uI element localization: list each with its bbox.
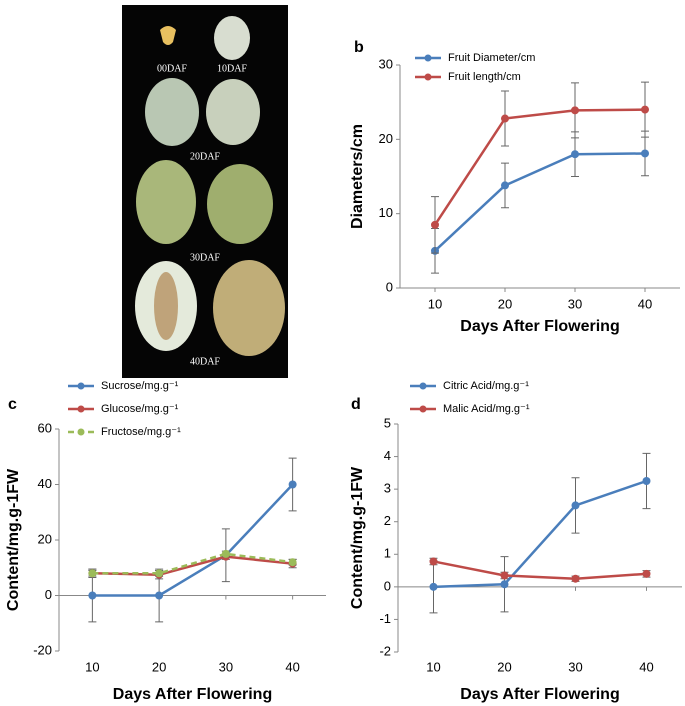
y-tick-label: 4	[384, 448, 391, 463]
x-tick-label: 30	[219, 659, 233, 674]
legend-label: Fructose/mg.g⁻¹	[101, 426, 181, 438]
series-line	[433, 560, 647, 580]
y-axis-title: Diameters/cm	[349, 124, 366, 229]
y-tick-label: 0	[45, 587, 52, 602]
y-tick-label: 1	[384, 546, 391, 561]
y-tick-label: 2	[384, 513, 391, 528]
y-tick-label: 60	[38, 420, 52, 435]
y-tick-label: 0	[384, 578, 391, 593]
point	[429, 557, 438, 566]
photo-panel: a 00DAF 10DAF 20DAF 30DAF 40DAF	[122, 3, 288, 378]
flower	[160, 26, 176, 45]
point	[88, 569, 97, 578]
stage-caption: 20DAF	[190, 151, 220, 162]
point	[571, 501, 580, 510]
x-axis-title: Days After Flowering	[460, 318, 619, 335]
legend-marker	[77, 382, 85, 390]
y-tick-label: 0	[386, 279, 393, 294]
legend-marker	[424, 54, 432, 62]
legend-marker	[424, 73, 432, 81]
point	[501, 181, 509, 190]
panel-label: b	[354, 39, 364, 56]
legend-label: Malic Acid/mg.g⁻¹	[443, 403, 530, 415]
point	[221, 549, 230, 558]
point	[501, 114, 509, 123]
point	[571, 106, 579, 115]
point	[571, 150, 579, 159]
x-tick-label: 30	[568, 296, 582, 311]
stage-caption: 10DAF	[217, 63, 247, 74]
y-tick-label: -20	[33, 642, 52, 657]
point	[571, 574, 580, 583]
y-tick-label: 3	[384, 481, 391, 496]
melon-seeds	[154, 272, 178, 340]
y-axis-title: Content/mg.g-1FW	[349, 466, 366, 609]
legend-marker	[77, 428, 85, 436]
stage-caption: 30DAF	[190, 252, 220, 263]
series-line	[92, 483, 294, 597]
series-line	[92, 552, 293, 575]
x-axis-title: Days After Flowering	[113, 686, 272, 703]
melon	[214, 16, 250, 60]
melon	[206, 79, 260, 145]
point	[431, 220, 439, 229]
y-tick-label: -1	[379, 611, 391, 626]
point	[155, 569, 164, 578]
point	[88, 591, 97, 600]
point	[155, 591, 164, 600]
point	[642, 569, 651, 578]
point	[642, 477, 651, 485]
melon	[207, 164, 273, 244]
legend-label: Fruit Diameter/cm	[448, 52, 535, 64]
point	[641, 105, 649, 114]
y-tick-label: 5	[384, 415, 391, 430]
melon	[145, 78, 199, 146]
y-tick-label: 40	[38, 476, 52, 491]
y-tick-label: -2	[379, 643, 391, 658]
point	[288, 480, 297, 489]
series-line	[433, 479, 647, 589]
x-tick-label: 20	[497, 659, 511, 674]
x-tick-label: 10	[426, 659, 440, 674]
legend-marker	[77, 405, 85, 413]
y-tick-label: 30	[379, 56, 393, 71]
melon	[136, 160, 196, 244]
y-axis-title: Content/mg.g-1FW	[5, 468, 22, 611]
series-line	[433, 108, 646, 226]
x-tick-label: 10	[85, 659, 99, 674]
point	[429, 582, 438, 591]
legend-label: Glucose/mg.g⁻¹	[101, 403, 179, 415]
y-tick-label: 20	[379, 131, 393, 146]
x-tick-label: 30	[568, 659, 582, 674]
x-tick-label: 10	[428, 296, 442, 311]
point	[500, 580, 509, 589]
point	[288, 558, 297, 567]
stage-caption: 00DAF	[157, 63, 187, 74]
legend-label: Fruit length/cm	[448, 71, 521, 83]
x-tick-label: 40	[639, 659, 653, 674]
x-tick-label: 40	[285, 659, 299, 674]
series-line	[434, 152, 646, 252]
panel-label: d	[351, 396, 361, 413]
x-axis-title: Days After Flowering	[460, 686, 619, 703]
point	[500, 571, 509, 580]
legend-label: Sucrose/mg.g⁻¹	[101, 380, 179, 392]
point	[641, 149, 649, 158]
panel-label: c	[8, 396, 17, 413]
legend-marker	[419, 382, 427, 390]
x-tick-label: 20	[152, 659, 166, 674]
x-tick-label: 40	[638, 296, 652, 311]
y-tick-label: 10	[379, 205, 393, 220]
stage-caption: 40DAF	[190, 356, 220, 367]
legend-label: Citric Acid/mg.g⁻¹	[443, 380, 529, 392]
melon	[213, 260, 285, 356]
y-tick-label: 20	[38, 531, 52, 546]
x-tick-label: 20	[498, 296, 512, 311]
legend-marker	[419, 405, 427, 413]
